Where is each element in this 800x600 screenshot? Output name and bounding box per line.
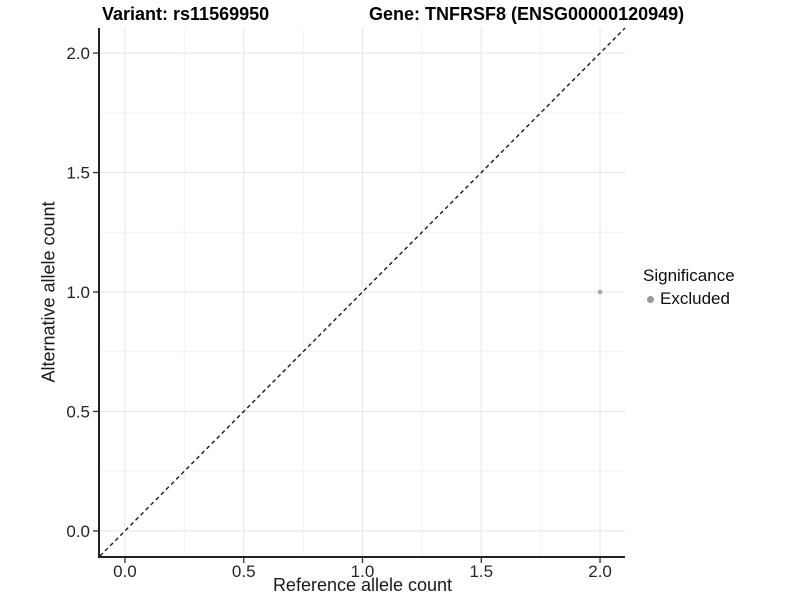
x-tick-label: 1.0 xyxy=(351,562,375,581)
x-axis-title: Reference allele count xyxy=(272,575,453,595)
data-points xyxy=(597,289,603,295)
legend-item: Excluded xyxy=(643,289,735,309)
legend-point-icon xyxy=(647,295,654,303)
data-point xyxy=(597,289,603,295)
y-tick-label: 0.0 xyxy=(66,522,90,541)
plot-title-gene: Gene: TNFRSF8 (ENSG00000120949) xyxy=(369,4,685,24)
identity-dashed-line xyxy=(99,27,626,557)
legend-item-label: Excluded xyxy=(660,289,730,308)
y-tick-label: 1.0 xyxy=(66,283,90,302)
plot-title-variant: Variant: rs11569950 xyxy=(102,4,270,24)
y-axis-title: Alternative allele count xyxy=(38,201,59,383)
x-tick-labels: 0.0 0.5 1.0 1.5 2.0 xyxy=(113,562,612,581)
x-tick-label: 0.5 xyxy=(232,562,256,581)
x-tick-label: 1.5 xyxy=(469,562,493,581)
axis-lines xyxy=(98,28,625,558)
legend: Significance Excluded xyxy=(643,266,735,309)
x-tick-label: 0.0 xyxy=(113,562,137,581)
tick-marks xyxy=(93,52,601,563)
dashed-identity-line xyxy=(99,27,626,557)
legend-title: Significance xyxy=(643,266,735,285)
x-tick-label: 2.0 xyxy=(588,562,612,581)
y-tick-label: 1.5 xyxy=(66,164,90,183)
y-tick-label: 0.5 xyxy=(66,402,90,421)
y-tick-labels: 0.0 0.5 1.0 1.5 2.0 xyxy=(66,44,90,541)
gridlines-major xyxy=(100,28,625,556)
y-tick-label: 2.0 xyxy=(66,44,90,63)
